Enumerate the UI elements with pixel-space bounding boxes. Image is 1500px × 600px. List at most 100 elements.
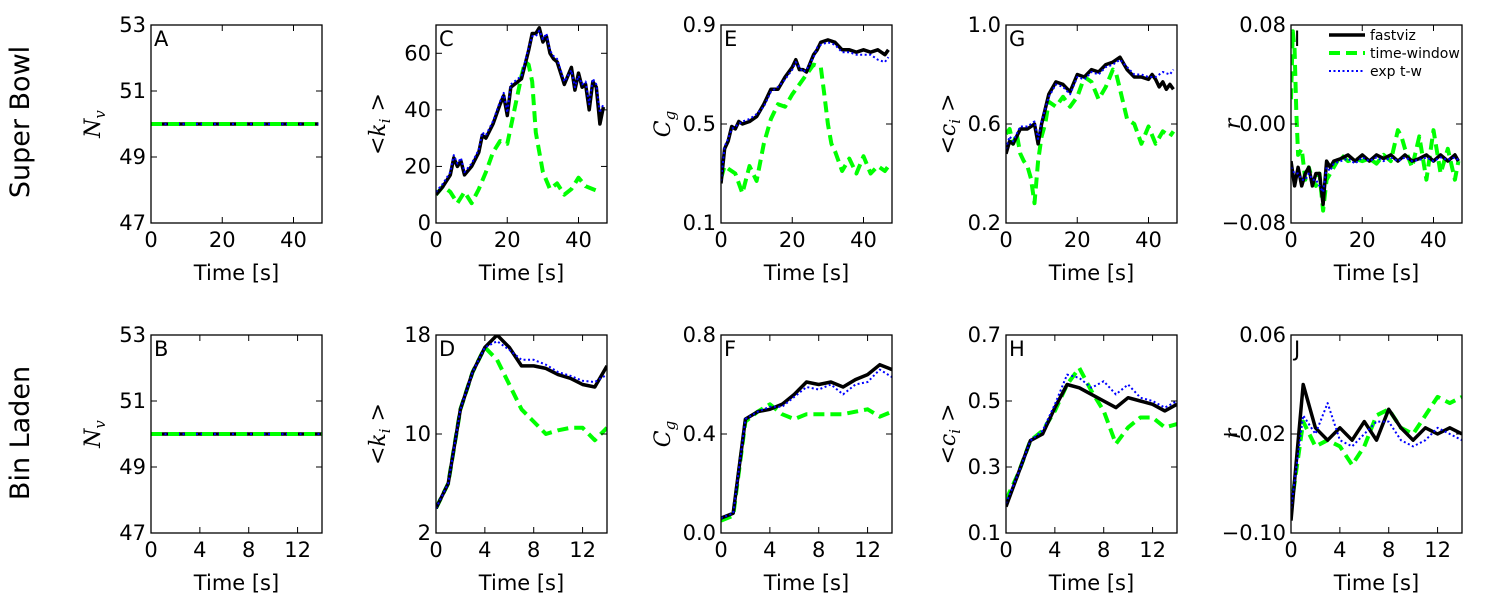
x-tick-label: 4 (1048, 538, 1061, 562)
x-tick-label: 40 (1135, 228, 1162, 252)
panel-letter: E (724, 27, 737, 51)
panel-letter: H (1009, 337, 1025, 361)
y-axis-label: <ci > (936, 93, 964, 154)
y-tick-label: 0.5 (683, 112, 716, 136)
series-line-fastviz (1291, 382, 1462, 521)
x-tick-label: 0 (144, 538, 157, 562)
y-tick-label: 20 (404, 154, 431, 178)
x-tick-label: 12 (1139, 538, 1166, 562)
series-group (436, 26, 606, 206)
series-group (1006, 366, 1177, 508)
series-line-exptw (1006, 373, 1177, 504)
legend: fastviz time-window exp t-w (1329, 28, 1460, 80)
x-tick-label: 20 (779, 228, 806, 252)
series-line-timewin (1006, 67, 1176, 206)
series-group (1291, 382, 1462, 521)
series-group (1006, 55, 1176, 206)
panel-letter: I (1294, 27, 1300, 51)
y-tick-label: 0.6 (968, 112, 1001, 136)
y-tick-label: 0.9 (683, 13, 716, 37)
x-tick-label: 8 (527, 538, 540, 562)
panel-I: 0 20 40 −0.08 0.00 0.08 Time [s] r I fastviz time-… (1221, 13, 1463, 285)
panel-letter: J (1292, 337, 1300, 361)
x-axis-label: Time [s] (193, 571, 279, 595)
y-tick-label: 0.1 (968, 521, 1001, 545)
y-tick-label: 0.06 (1239, 323, 1286, 347)
x-tick-label: 8 (812, 538, 825, 562)
x-tick-label: 20 (1064, 228, 1091, 252)
x-tick-label: 0 (999, 228, 1012, 252)
y-tick-label: 47 (119, 211, 146, 235)
x-axis-label: Time [s] (1333, 261, 1419, 285)
series-line-exptw (436, 340, 607, 509)
x-tick-label: 4 (478, 538, 491, 562)
series-line-exptw (721, 41, 890, 182)
legend-label-timewin: time-window (1370, 46, 1460, 62)
panel-A: 0 20 40 47 49 51 53 Time [s] Nv A (81, 13, 323, 285)
series-line-timewin (721, 402, 892, 523)
y-tick-label: −0.10 (1222, 521, 1286, 545)
series-line-timewin (1291, 394, 1462, 509)
panel-letter: D (439, 337, 455, 361)
x-tick-label: 4 (1333, 538, 1346, 562)
y-tick-label: 0.7 (968, 323, 1001, 347)
y-tick-label: 0.00 (1239, 112, 1286, 136)
y-tick-label: 0.4 (683, 422, 716, 446)
legend-label-exptw: exp t-w (1370, 64, 1422, 80)
panel-letter: C (439, 27, 454, 51)
y-tick-label: 0.2 (968, 211, 1001, 235)
series-line-exptw (1006, 58, 1175, 150)
panel-B: 0 4 8 12 47 49 51 53 Time [s] Nv B (81, 323, 323, 595)
x-tick-label: 0 (1284, 228, 1297, 252)
series-line-timewin (1291, 29, 1461, 213)
y-axis-label: <ki > (366, 403, 394, 465)
y-axis-label: Nv (81, 110, 109, 139)
y-axis-label: r (1221, 117, 1246, 129)
x-tick-label: 12 (284, 538, 311, 562)
x-tick-label: 20 (1349, 228, 1376, 252)
y-tick-label: 2 (418, 521, 431, 545)
y-axis-label: Cg (651, 111, 679, 137)
axes-frame (150, 24, 323, 224)
y-tick-label: −0.08 (1222, 211, 1286, 235)
y-tick-label: 0.8 (683, 323, 716, 347)
series-line-fastviz (1006, 382, 1177, 508)
series-line-fastviz (436, 335, 607, 510)
series-line-fastviz (436, 26, 606, 196)
y-tick-label: 0.08 (1239, 13, 1286, 37)
panel-letter: F (724, 337, 736, 361)
row-label-bin-laden: Bin Laden (5, 366, 36, 500)
x-axis-label: Time [s] (1333, 571, 1419, 595)
y-tick-label: 47 (119, 521, 146, 545)
row-label-super-bowl: Super Bowl (5, 46, 36, 198)
x-tick-label: 20 (494, 228, 521, 252)
y-tick-label: 51 (119, 79, 146, 103)
series-line-timewin (721, 62, 891, 196)
x-tick-label: 4 (193, 538, 206, 562)
y-tick-label: 60 (404, 41, 431, 65)
x-tick-label: 0 (429, 228, 442, 252)
y-axis-label: <ki > (366, 93, 394, 155)
x-tick-label: 40 (850, 228, 877, 252)
x-tick-label: 12 (569, 538, 596, 562)
panel-H: 0 4 8 12 0.1 0.3 0.5 0.7 Time [s] <ci > H (936, 323, 1178, 595)
y-axis-label: Cg (651, 421, 679, 447)
y-tick-label: 49 (119, 145, 146, 169)
x-axis-label: Time [s] (478, 571, 564, 595)
series-group (436, 335, 607, 510)
x-tick-label: 0 (1284, 538, 1297, 562)
series-group (721, 362, 892, 523)
series-line-fastviz (1006, 55, 1175, 155)
panel-J: 0 4 8 12 −0.10 −0.02 0.06 Time [s] r J (1221, 323, 1463, 595)
x-tick-label: 40 (280, 228, 307, 252)
axes-frame (720, 334, 893, 534)
x-axis-label: Time [s] (478, 261, 564, 285)
series-line-fastviz (721, 38, 890, 184)
panel-G: 0 20 40 0.2 0.6 1.0 Time [s] <ci > G (936, 13, 1178, 285)
panel-E: 0 20 40 0.1 0.5 0.9 Time [s] Cg E (651, 13, 893, 285)
y-tick-label: 53 (119, 13, 146, 37)
x-tick-label: 0 (714, 228, 727, 252)
y-tick-label: 10 (404, 422, 431, 446)
